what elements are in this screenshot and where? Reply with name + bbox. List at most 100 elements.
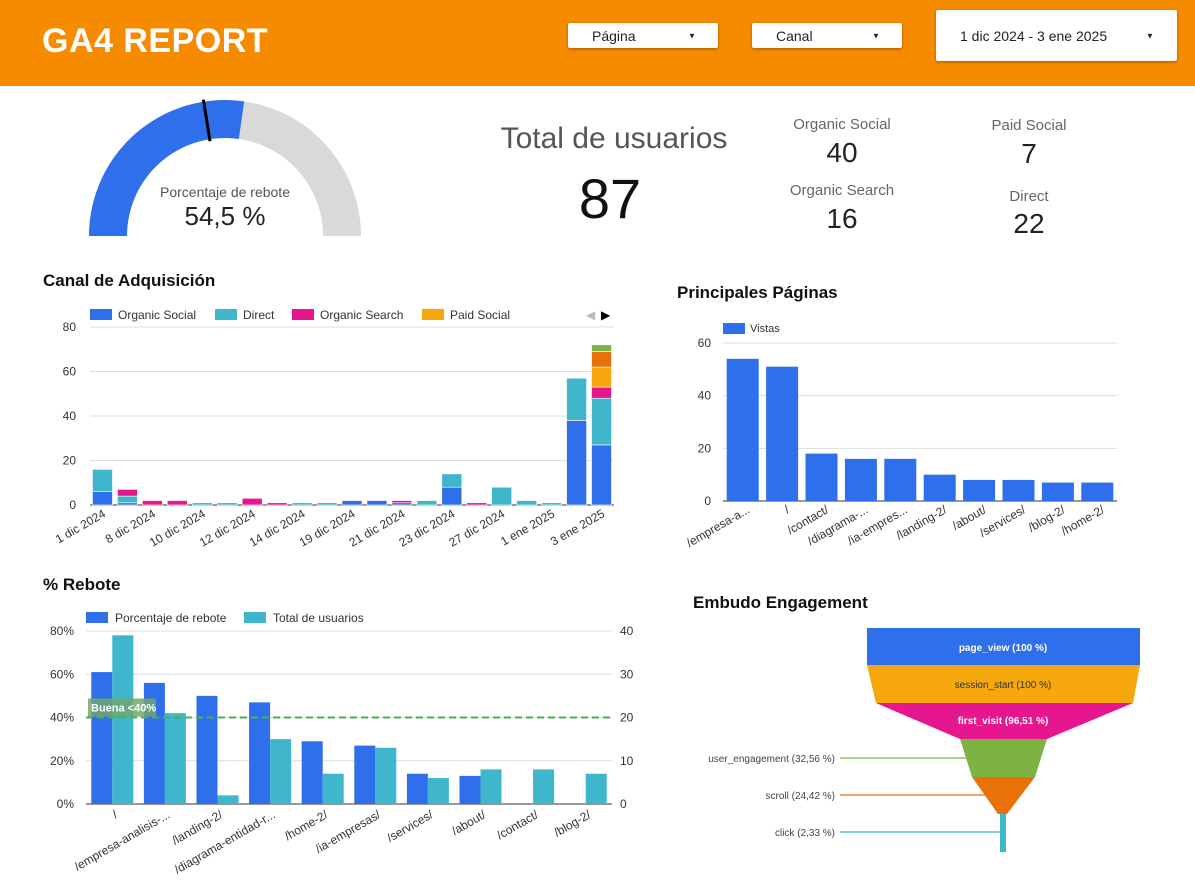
funnel-step-label: user_engagement (32,56 %) bbox=[708, 754, 835, 765]
legend-label: Porcentaje de rebote bbox=[115, 611, 227, 625]
legend-label: Organic Search bbox=[320, 308, 403, 322]
chevron-down-icon: ▼ bbox=[1146, 31, 1154, 40]
users-bar bbox=[217, 795, 239, 804]
users-bar bbox=[375, 747, 397, 804]
y-left-tick-label: 20% bbox=[50, 754, 74, 768]
reference-line-label: Buena <40% bbox=[91, 703, 156, 715]
bar-segment bbox=[266, 502, 288, 506]
legend-label: Total de usuarios bbox=[273, 611, 364, 625]
users-bar bbox=[112, 635, 134, 804]
users-bar bbox=[480, 769, 502, 804]
page-filter-dropdown[interactable]: Página ▼ bbox=[568, 23, 718, 48]
x-tick-label: /empresa-analisis-... bbox=[72, 807, 173, 873]
bar bbox=[844, 458, 877, 501]
funnel-step bbox=[960, 739, 1047, 777]
x-tick-label: 21 dic 2024 bbox=[347, 506, 408, 549]
users-bar bbox=[270, 739, 292, 804]
bar-segment bbox=[216, 502, 238, 506]
bar-segment bbox=[566, 377, 587, 421]
y-right-tick-label: 20 bbox=[620, 711, 634, 725]
bar-segment bbox=[142, 500, 163, 506]
bar-segment bbox=[92, 469, 113, 492]
users-bar bbox=[427, 778, 449, 804]
y-right-tick-label: 40 bbox=[620, 624, 634, 638]
x-tick-label: /empresa-a... bbox=[684, 502, 752, 549]
funnel-step-label: click (2,33 %) bbox=[775, 828, 835, 839]
bounce-chart-title: % Rebote bbox=[43, 575, 121, 594]
x-tick-label: 23 dic 2024 bbox=[397, 506, 458, 549]
bounce-rate-bar bbox=[196, 695, 218, 804]
legend-swatch bbox=[422, 309, 444, 320]
bounce-rate-bar bbox=[354, 745, 376, 804]
x-tick-label: 3 ene 2025 bbox=[548, 506, 607, 548]
acquisition-chart-title: Canal de Adquisición bbox=[43, 271, 216, 290]
legend-label: Vistas bbox=[750, 323, 780, 335]
bar-segment bbox=[316, 502, 338, 506]
legend-label: Paid Social bbox=[450, 308, 510, 322]
bar-segment bbox=[591, 386, 612, 399]
bar bbox=[923, 474, 956, 501]
bar-segment bbox=[391, 502, 413, 506]
x-tick-label: 1 dic 2024 bbox=[53, 506, 108, 546]
bar-segment bbox=[241, 498, 263, 506]
y-tick-label: 60 bbox=[63, 365, 77, 379]
x-tick-label: / bbox=[110, 807, 120, 821]
chevron-down-icon: ▼ bbox=[872, 31, 880, 40]
y-tick-label: 0 bbox=[69, 498, 76, 512]
bounce-rate-bar bbox=[301, 741, 323, 804]
x-tick-label: /contact/ bbox=[494, 807, 541, 842]
legend-swatch bbox=[90, 309, 112, 320]
y-tick-label: 80 bbox=[63, 320, 77, 334]
x-tick-label: /home-2/ bbox=[1059, 502, 1108, 538]
channel-filter-label: Canal bbox=[776, 27, 813, 44]
funnel-step bbox=[876, 703, 1133, 739]
organic-search-label: Organic Search bbox=[789, 182, 895, 199]
users-bar bbox=[322, 773, 344, 804]
bar-segment bbox=[341, 500, 363, 506]
bar-segment bbox=[591, 351, 612, 368]
acquisition-chart: Organic Social Direct Organic Search Paid S… bbox=[53, 308, 614, 550]
y-left-tick-label: 60% bbox=[50, 667, 74, 681]
bounce-rate-bar bbox=[91, 672, 113, 804]
funnel-step bbox=[972, 777, 1035, 814]
x-tick-label: /about/ bbox=[449, 807, 488, 838]
legend-label: Direct bbox=[243, 308, 275, 322]
bounce-rate-bar bbox=[459, 775, 481, 804]
bar-segment bbox=[516, 500, 537, 506]
engagement-funnel: page_view (100 %) session_start (100 %) fi… bbox=[708, 628, 1140, 852]
next-page-icon: ▶ bbox=[601, 308, 611, 322]
y-left-tick-label: 40% bbox=[50, 711, 74, 725]
bar bbox=[766, 366, 799, 501]
bounce-rate-bar bbox=[406, 773, 428, 804]
x-tick-label: /blog-2/ bbox=[552, 807, 594, 839]
x-tick-label: 12 dic 2024 bbox=[197, 506, 258, 549]
funnel-step-label: scroll (24,42 %) bbox=[766, 791, 835, 802]
bounce-rate-bar bbox=[249, 702, 271, 804]
bar-segment bbox=[92, 491, 113, 506]
gauge-target-marker bbox=[201, 99, 212, 142]
funnel-chart-title: Embudo Engagement bbox=[693, 593, 868, 612]
gauge-value: 54,5 % bbox=[185, 201, 266, 231]
gauge-fill bbox=[89, 100, 245, 236]
x-tick-label: 1 ene 2025 bbox=[498, 506, 557, 548]
date-range-picker[interactable]: 1 dic 2024 - 3 ene 2025 ▼ bbox=[936, 10, 1177, 61]
y-left-tick-label: 0% bbox=[57, 797, 75, 811]
users-bar bbox=[533, 769, 555, 804]
date-range-label: 1 dic 2024 - 3 ene 2025 bbox=[960, 27, 1108, 44]
prev-page-icon: ◀ bbox=[586, 308, 596, 322]
bar-segment bbox=[117, 489, 138, 497]
bar-segment bbox=[117, 495, 138, 504]
bar bbox=[1081, 482, 1114, 501]
bounce-chart: Porcentaje de rebote Total de usuarios 0% 0… bbox=[50, 611, 634, 877]
top-pages-chart-title: Principales Páginas bbox=[677, 283, 838, 302]
funnel-step bbox=[867, 665, 1140, 703]
legend-swatch bbox=[86, 612, 108, 623]
report-title: GA4 REPORT bbox=[42, 22, 269, 60]
y-tick-label: 20 bbox=[63, 454, 77, 468]
channel-filter-dropdown[interactable]: Canal ▼ bbox=[752, 23, 902, 48]
x-tick-label: 19 dic 2024 bbox=[297, 506, 358, 549]
x-tick-label: 27 dic 2024 bbox=[446, 506, 507, 549]
bar-segment bbox=[191, 502, 213, 506]
bar-segment bbox=[591, 397, 612, 446]
bar-segment bbox=[591, 366, 612, 388]
